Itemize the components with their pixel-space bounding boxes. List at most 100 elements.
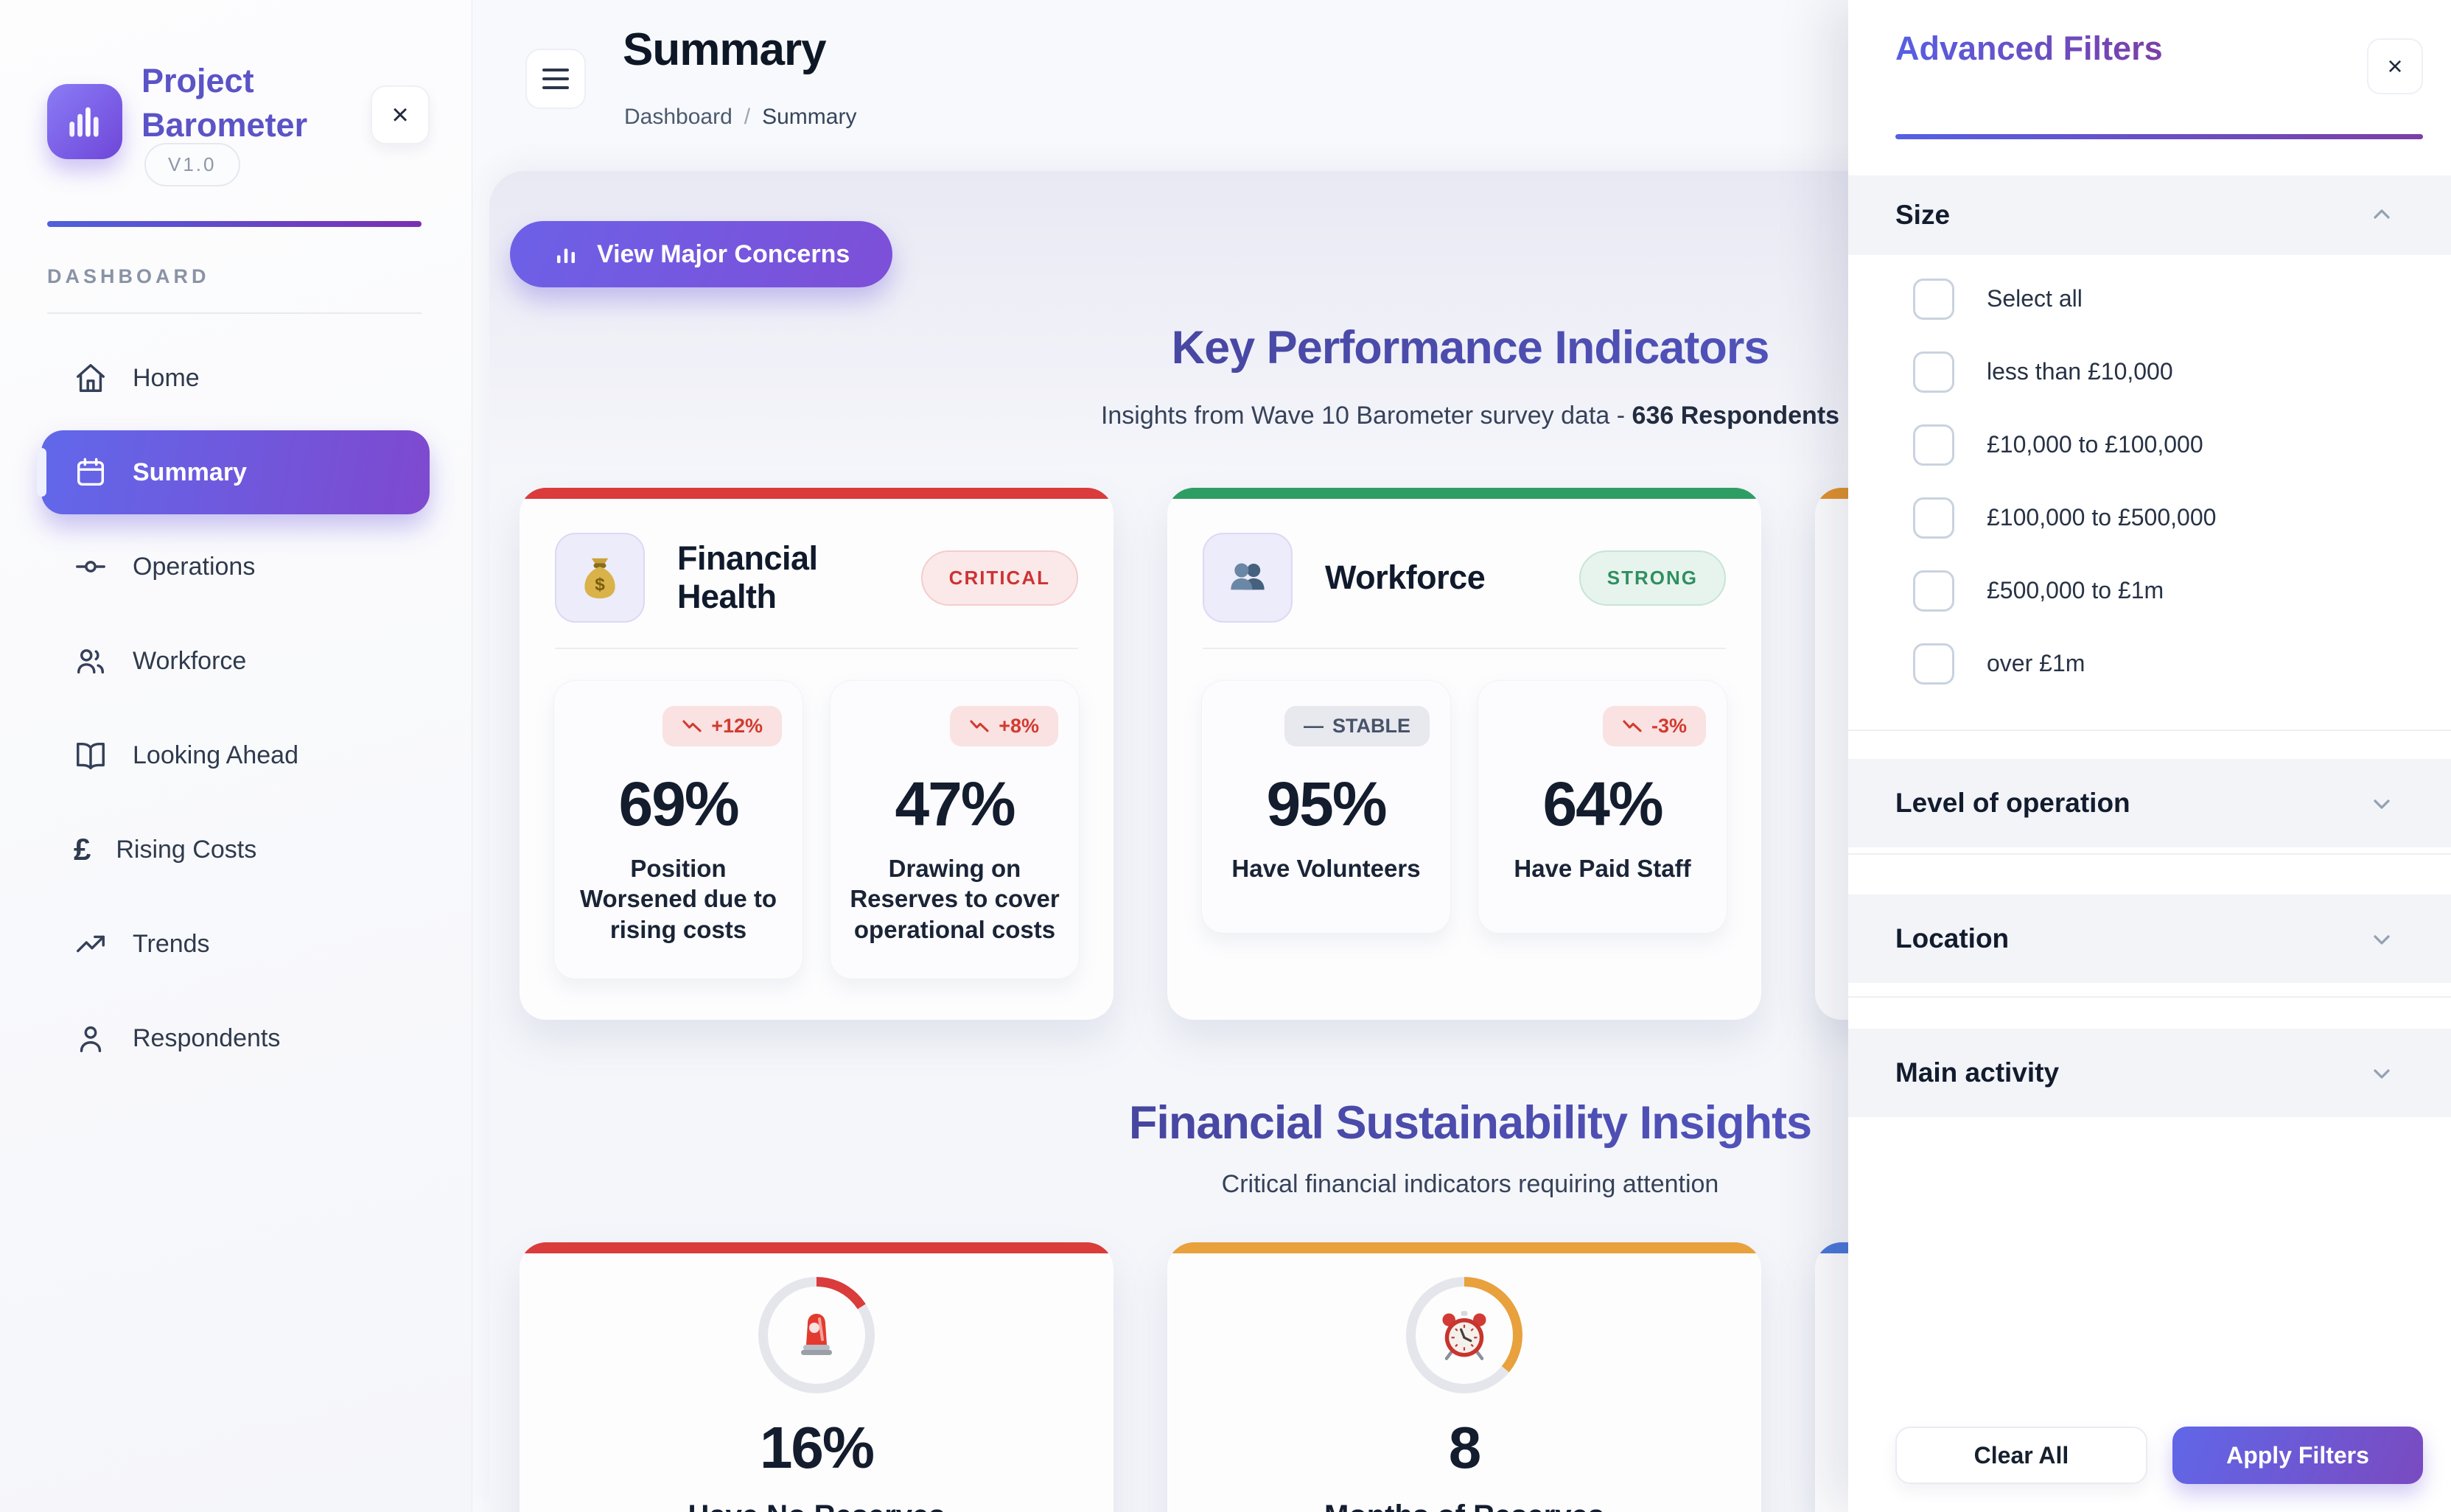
page-title: Summary bbox=[623, 24, 827, 75]
checkbox-select-all[interactable] bbox=[1913, 278, 1954, 320]
progress-ring bbox=[1406, 1277, 1522, 1393]
trend-badge: +8% bbox=[950, 706, 1058, 746]
breadcrumb: Dashboard / Summary bbox=[624, 105, 856, 130]
months-of-reserves-card: 8 Months of Reserves bbox=[1167, 1242, 1761, 1512]
chevron-down-icon bbox=[2374, 1069, 2390, 1079]
trend-down-icon bbox=[970, 719, 989, 732]
filters-close-button[interactable]: × bbox=[2367, 38, 2423, 94]
menu-button[interactable] bbox=[525, 49, 586, 109]
metric-value: 8 bbox=[1448, 1415, 1481, 1480]
stat-label: Have Paid Staff bbox=[1514, 855, 1691, 882]
filter-option-10k-100k[interactable]: £10,000 to £100,000 bbox=[1848, 408, 2451, 481]
siren-icon bbox=[801, 1314, 832, 1355]
alarm-clock-icon bbox=[1442, 1311, 1486, 1360]
sidebar-item-looking-ahead[interactable]: Looking Ahead bbox=[41, 713, 430, 797]
checkbox-less-than-10k[interactable] bbox=[1913, 351, 1954, 393]
dash-icon: — bbox=[1304, 715, 1324, 737]
svg-text:$: $ bbox=[595, 575, 605, 595]
filter-section-main-activity[interactable]: Main activity bbox=[1848, 1029, 2451, 1117]
pound-sterling-icon: £ bbox=[74, 832, 91, 867]
card-accent-bar bbox=[1167, 1242, 1761, 1253]
filter-option-select-all[interactable]: Select all bbox=[1848, 262, 2451, 335]
breadcrumb-separator: / bbox=[744, 105, 751, 129]
divider bbox=[1848, 996, 2451, 998]
close-icon: × bbox=[2387, 51, 2403, 81]
sidebar-item-rising-costs[interactable]: £ Rising Costs bbox=[74, 832, 257, 867]
workforce-card: Workforce STRONG — STABLE 95% Have Volun… bbox=[1167, 488, 1761, 1020]
divider bbox=[1203, 648, 1726, 649]
filter-option-over-1m[interactable]: over £1m bbox=[1848, 627, 2451, 700]
chevron-down-icon bbox=[2374, 935, 2390, 945]
sustainability-section-title: Financial Sustainability Insights bbox=[489, 1096, 2451, 1149]
card-accent-bar bbox=[520, 1242, 1113, 1253]
apply-filters-button[interactable]: Apply Filters bbox=[2172, 1427, 2423, 1484]
stat-value: 64% bbox=[1542, 769, 1663, 839]
respondent-count: 636 Respondents bbox=[1632, 402, 1840, 430]
user-icon bbox=[80, 1026, 102, 1052]
checkbox-100k-500k[interactable] bbox=[1913, 497, 1954, 539]
stat-tile: — STABLE 95% Have Volunteers bbox=[1201, 680, 1451, 934]
stat-tile: +12% 69% Position Worsened due to rising… bbox=[553, 680, 803, 979]
users-icon bbox=[77, 649, 105, 674]
divider bbox=[555, 648, 1078, 649]
filters-panel-title: Advanced Filters bbox=[1895, 29, 2163, 67]
chevron-up-icon bbox=[2374, 209, 2390, 219]
stat-value: 95% bbox=[1266, 769, 1387, 839]
breadcrumb-parent[interactable]: Dashboard bbox=[624, 105, 732, 129]
sidebar-item-respondents[interactable]: Respondents bbox=[41, 996, 430, 1080]
financial-health-card: $ Financial Health CRITICAL +12% 69% Pos… bbox=[520, 488, 1113, 1020]
status-badge: CRITICAL bbox=[920, 550, 1078, 606]
view-major-concerns-button[interactable]: View Major Concerns bbox=[510, 221, 893, 287]
app-logo bbox=[47, 84, 122, 159]
sidebar: Project Barometer V1.0 × DASHBOARD Home … bbox=[0, 0, 472, 1512]
filter-option-100k-500k[interactable]: £100,000 to £500,000 bbox=[1848, 481, 2451, 554]
filter-option-500k-1m[interactable]: £500,000 to £1m bbox=[1848, 554, 2451, 627]
card-title: Financial Health bbox=[677, 539, 818, 615]
sustainability-section-subtitle: Critical financial indicators requiring … bbox=[1221, 1170, 1719, 1198]
checkbox-over-1m[interactable] bbox=[1913, 643, 1954, 685]
card-accent-bar bbox=[1167, 488, 1761, 499]
close-icon: × bbox=[391, 98, 409, 131]
bar-chart-logo-icon bbox=[69, 107, 99, 137]
no-reserves-card: 16% Have No Reserves bbox=[520, 1242, 1113, 1512]
metric-label: Have No Reserves bbox=[688, 1499, 945, 1512]
checkbox-500k-1m[interactable] bbox=[1913, 570, 1954, 612]
kpi-section-subtitle: Insights from Wave 10 Barometer survey d… bbox=[1100, 402, 1840, 430]
calendar-icon bbox=[77, 458, 105, 486]
filter-section-size[interactable]: Size bbox=[1848, 175, 2451, 255]
book-open-icon bbox=[77, 742, 105, 769]
filter-section-level-of-operation[interactable]: Level of operation bbox=[1848, 759, 2451, 847]
stat-tile: +8% 47% Drawing on Reserves to cover ope… bbox=[830, 680, 1080, 979]
breadcrumb-current: Summary bbox=[762, 105, 857, 129]
sidebar-item-summary[interactable]: Summary bbox=[37, 430, 430, 514]
card-title: Workforce bbox=[1325, 559, 1486, 596]
advanced-filters-panel: Advanced Filters × Size Select all less … bbox=[1848, 0, 2451, 1512]
trend-down-icon bbox=[682, 719, 702, 732]
sidebar-close-button[interactable]: × bbox=[371, 85, 430, 144]
metric-label: Months of Reserves bbox=[1324, 1499, 1604, 1512]
divider bbox=[1848, 729, 2451, 731]
hamburger-icon bbox=[542, 69, 569, 71]
trend-badge: — STABLE bbox=[1284, 706, 1430, 746]
clear-all-button[interactable]: Clear All bbox=[1895, 1427, 2147, 1484]
stat-label: Position Worsened due to rising costs bbox=[579, 855, 777, 943]
sidebar-item-operations[interactable]: Operations bbox=[41, 525, 430, 609]
sidebar-item-home[interactable]: Home bbox=[41, 336, 430, 420]
stat-value: 47% bbox=[895, 769, 1015, 839]
sidebar-item-workforce[interactable]: Workforce bbox=[41, 619, 430, 703]
checkbox-10k-100k[interactable] bbox=[1913, 424, 1954, 466]
sidebar-item-trends[interactable]: Trends bbox=[41, 902, 430, 986]
card-accent-bar bbox=[520, 488, 1113, 499]
app-name: Project Barometer bbox=[141, 62, 308, 144]
git-commit-icon bbox=[76, 561, 105, 573]
trending-up-icon bbox=[77, 935, 105, 953]
bar-chart-icon bbox=[557, 248, 575, 263]
version-badge: V1.0 bbox=[144, 143, 240, 186]
sidebar-section-label: DASHBOARD bbox=[47, 265, 210, 287]
divider bbox=[47, 312, 422, 314]
money-bag-icon: $ bbox=[555, 533, 645, 623]
filter-option-less-than-10k[interactable]: less than £10,000 bbox=[1848, 335, 2451, 408]
sidebar-gradient-divider bbox=[47, 221, 422, 227]
filter-section-location[interactable]: Location bbox=[1848, 895, 2451, 983]
